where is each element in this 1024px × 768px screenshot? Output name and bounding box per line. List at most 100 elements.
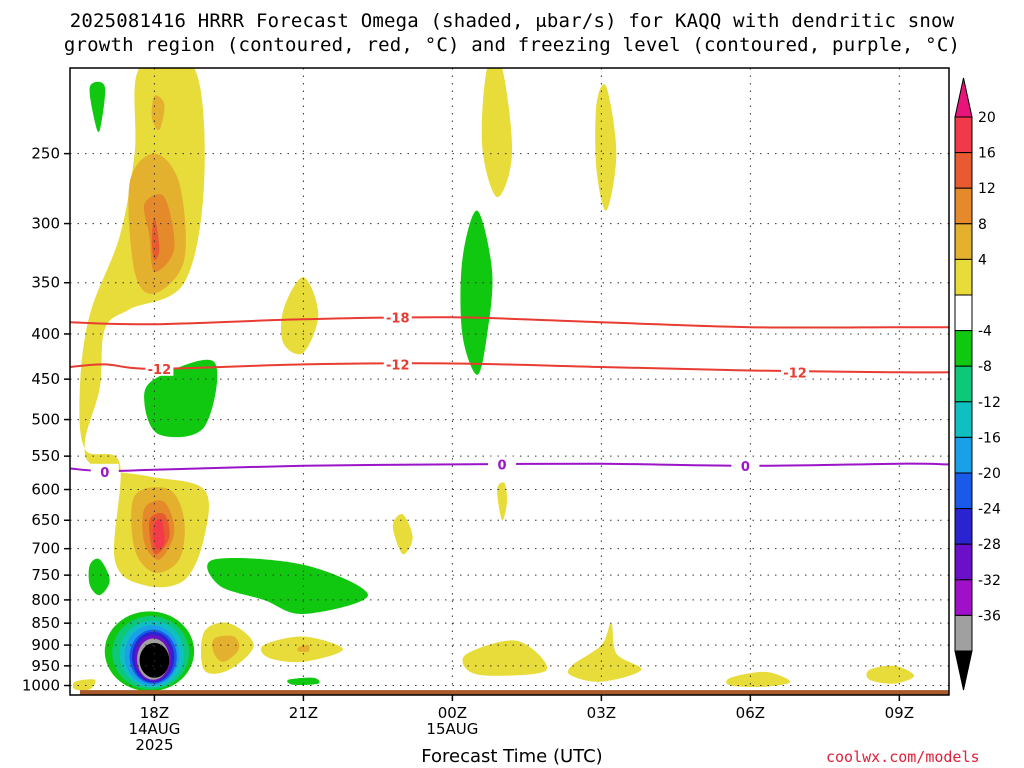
omega-region-pos12-2 xyxy=(143,194,175,272)
contour-label-bg xyxy=(488,456,517,472)
colorbar-box xyxy=(954,614,973,652)
omega-region-pos4-11 xyxy=(595,84,617,211)
x-tick-label-18Z-sub2: 2025 xyxy=(135,736,173,754)
y-tick-label-850: 850 xyxy=(31,614,60,632)
colorbar-label: 12 xyxy=(978,181,996,197)
contour-0 xyxy=(70,462,949,473)
contour-label-0: 0 xyxy=(498,458,507,473)
plot-frame xyxy=(69,67,950,696)
colorbar-box xyxy=(954,436,973,474)
y-tick-label-400: 400 xyxy=(31,325,60,343)
y-tick-label-550: 550 xyxy=(31,447,60,465)
colorbar-label: -16 xyxy=(978,430,1001,446)
colorbar-label: 4 xyxy=(978,252,987,268)
y-tick-label-1000: 1000 xyxy=(22,677,60,695)
contour-label--12: -12 xyxy=(148,363,172,378)
omega-region-neg4-25 xyxy=(89,81,106,133)
omega-region-pos8-17 xyxy=(297,644,310,653)
x-tick-label-00Z-sub1: 15AUG xyxy=(426,720,478,738)
colorbar-box xyxy=(954,472,973,510)
x-tick-label-00Z: 00Z xyxy=(438,704,467,722)
terrain-bar xyxy=(79,690,950,695)
omega-region-pos4-10 xyxy=(481,68,513,198)
colorbar-label: -20 xyxy=(978,466,1001,482)
contour-label-bg xyxy=(90,463,119,479)
omega-region-pos4-18 xyxy=(462,640,548,676)
colorbar-box xyxy=(954,187,973,225)
colorbar-label: 8 xyxy=(978,217,987,233)
y-tick-label-300: 300 xyxy=(31,215,60,233)
omega-region-neg4-27 xyxy=(88,558,110,596)
credit-link[interactable]: coolwx.com/models xyxy=(826,748,980,766)
omega-region-pos4-9 xyxy=(281,277,319,355)
colorbar-box xyxy=(954,294,973,332)
y-tick-label-900: 900 xyxy=(31,636,60,654)
omega-region-pos20-8 xyxy=(152,518,165,549)
y-axis: 250 300 350 400 450 500 550 600 650 700 750 800 850 9… xyxy=(22,145,70,695)
omega-region-pos4-21 xyxy=(866,665,915,684)
contour-label--18: -18 xyxy=(386,311,410,326)
y-tick-label-750: 750 xyxy=(31,566,60,584)
colorbar-label: 16 xyxy=(978,146,996,162)
colorbar-box xyxy=(954,116,973,154)
colorbar-box xyxy=(954,401,973,438)
contour-lines: -18 -12 -12 -12 0 0 0 xyxy=(70,309,949,481)
omega-core-neg36 xyxy=(139,642,170,678)
x-tick-label-03Z: 03Z xyxy=(587,704,616,722)
omega-shading xyxy=(72,68,915,692)
omega-region-neg4-26 xyxy=(207,558,368,615)
colorbar-box xyxy=(954,223,973,260)
omega-region-pos8-15 xyxy=(212,635,240,662)
x-axis-label: Forecast Time (UTC) xyxy=(421,746,603,767)
colorbar-top-arrow xyxy=(954,77,973,118)
omega-region-pos4-22 xyxy=(72,679,96,691)
contour-label--12: -12 xyxy=(386,358,410,373)
y-tick-label-500: 500 xyxy=(31,411,60,429)
y-tick-label-700: 700 xyxy=(31,540,60,558)
contour-label-bg xyxy=(383,309,412,325)
colorbar-box xyxy=(954,543,973,581)
chart-title-line-1: 2025081416 HRRR Forecast Omega (shaded, … xyxy=(69,10,955,32)
contour--12 xyxy=(70,362,949,374)
colorbar-label: -36 xyxy=(978,608,1001,624)
x-tick-label-09Z: 09Z xyxy=(885,704,914,722)
x-tick-label-06Z: 06Z xyxy=(736,704,765,722)
colorbar-box xyxy=(954,152,973,189)
contour-label-bg xyxy=(383,356,412,372)
x-tick-label-21Z: 21Z xyxy=(289,704,318,722)
y-tick-label-800: 800 xyxy=(31,591,60,609)
colorbar-label: -28 xyxy=(978,537,1001,553)
colorbar-label: -12 xyxy=(978,395,1001,411)
y-tick-label-350: 350 xyxy=(31,274,60,292)
y-tick-label-450: 450 xyxy=(31,370,60,388)
colorbar-box xyxy=(954,365,973,403)
contour-label-bg xyxy=(145,360,174,376)
colorbar-box xyxy=(954,508,973,545)
omega-region-neg4-28 xyxy=(287,677,320,686)
colorbar-box xyxy=(954,330,973,367)
y-tick-label-600: 600 xyxy=(31,481,60,499)
omega-region-pos4-12 xyxy=(392,513,413,555)
y-tick-label-950: 950 xyxy=(31,657,60,675)
colorbar-label: -8 xyxy=(978,359,992,375)
y-tick-label-250: 250 xyxy=(31,145,60,163)
contour-label-bg xyxy=(781,364,810,380)
colorbar-box xyxy=(954,579,973,616)
x-tick-label-18Z-sub1: 14AUG xyxy=(128,720,180,738)
contour-label-0: 0 xyxy=(100,466,109,481)
colorbar-label: -4 xyxy=(978,324,992,340)
x-tick-label-18Z: 18Z xyxy=(140,704,169,722)
omega-region-pos4-19 xyxy=(567,623,642,682)
contour-label--12: -12 xyxy=(783,366,807,381)
y-tick-label-650: 650 xyxy=(31,511,60,529)
colorbar: 20 16 12 8 4 -4 -8 -12 -16 -20 -24 -28 -32 -36 xyxy=(954,77,1001,691)
contour--18 xyxy=(70,316,949,329)
omega-region-pos4-20 xyxy=(726,671,791,687)
contour-label-0: 0 xyxy=(741,460,750,475)
colorbar-label: -32 xyxy=(978,573,1001,589)
colorbar-label: -24 xyxy=(978,502,1001,518)
chart-title-line-2: growth region (contoured, red, °C) and f… xyxy=(63,34,961,56)
contour-label-bg xyxy=(731,457,760,473)
